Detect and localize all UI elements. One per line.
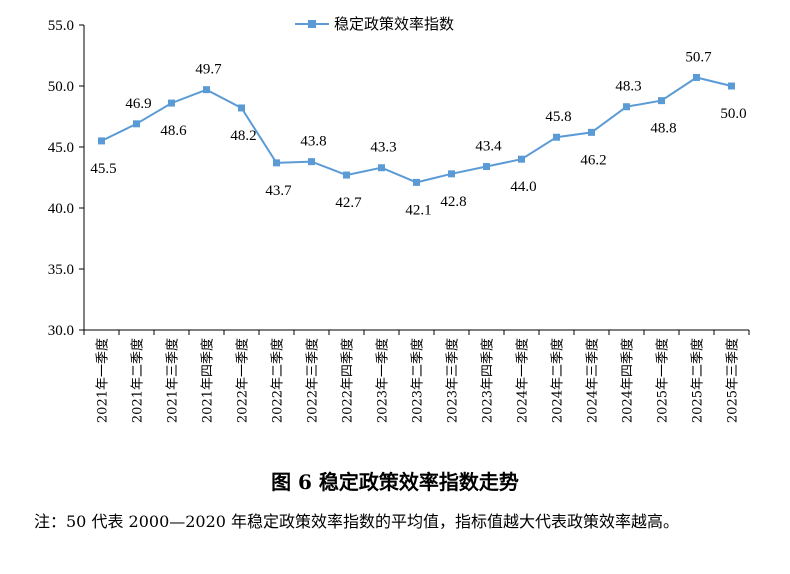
x-tick-label: 2021年一季度 <box>95 338 111 423</box>
x-tick-label: 2022年四季度 <box>340 338 356 423</box>
data-label: 48.6 <box>160 123 187 139</box>
y-ticks: 30.0 35.0 40.0 45.0 50.0 55.0 <box>48 18 84 339</box>
x-tick-label: 2022年二季度 <box>270 338 286 423</box>
y-tick-label: 30.0 <box>48 323 74 339</box>
data-point <box>448 170 455 178</box>
data-label: 42.8 <box>440 194 466 210</box>
data-points <box>98 73 735 186</box>
data-label: 48.2 <box>230 128 256 144</box>
x-tick-label: 2021年四季度 <box>200 338 216 423</box>
data-point <box>98 137 105 145</box>
data-label: 48.3 <box>615 79 641 95</box>
x-tick-label: 2023年三季度 <box>445 338 461 423</box>
data-point <box>728 82 735 90</box>
data-label: 50.7 <box>685 49 712 65</box>
data-point <box>343 171 350 179</box>
legend-label: 稳定政策效率指数 <box>334 15 454 33</box>
data-point <box>133 120 140 128</box>
x-tick-label: 2022年一季度 <box>235 338 251 423</box>
data-point <box>378 164 385 172</box>
y-tick-label: 40.0 <box>48 201 74 217</box>
y-tick-label: 50.0 <box>48 79 74 95</box>
legend: 稳定政策效率指数 <box>295 15 454 33</box>
data-label: 43.3 <box>370 140 396 156</box>
x-tick-label: 2024年四季度 <box>620 338 636 423</box>
data-label: 44.0 <box>510 179 536 195</box>
legend-marker <box>308 20 316 28</box>
data-label: 43.7 <box>265 183 292 199</box>
data-point <box>413 178 420 186</box>
axes <box>83 25 749 331</box>
data-label: 45.8 <box>545 109 571 125</box>
data-point <box>168 99 175 107</box>
x-tick-label: 2021年二季度 <box>130 338 146 423</box>
data-point <box>658 97 665 105</box>
data-point <box>238 104 245 112</box>
data-point <box>518 155 525 163</box>
x-tick-label: 2023年二季度 <box>410 338 426 423</box>
x-tick-label: 2024年一季度 <box>515 338 531 423</box>
x-tick-label: 2023年一季度 <box>375 338 391 423</box>
y-tick-label: 45.0 <box>48 140 74 156</box>
y-tick-label: 55.0 <box>48 18 74 34</box>
x-tick-label: 2023年四季度 <box>480 338 496 423</box>
y-tick-label: 35.0 <box>48 262 74 278</box>
data-point <box>308 158 315 166</box>
x-tick-label: 2024年三季度 <box>585 338 601 423</box>
x-tick-label: 2021年三季度 <box>165 338 181 423</box>
figure-caption: 图 6 稳定政策效率指数走势 <box>271 470 519 494</box>
line-chart: 稳定政策效率指数 30.0 35.0 40.0 45.0 50.0 55.0 2021年一… <box>48 15 750 423</box>
data-point <box>273 159 280 167</box>
data-label: 50.0 <box>720 106 746 122</box>
data-point <box>483 163 490 171</box>
data-label: 46.2 <box>580 152 606 168</box>
data-point <box>588 128 595 136</box>
data-point <box>693 73 700 81</box>
x-tick-label: 2025年一季度 <box>655 338 671 423</box>
data-point <box>553 133 560 141</box>
data-label: 48.8 <box>650 121 676 137</box>
x-tick-label: 2025年二季度 <box>690 338 706 423</box>
data-label: 42.1 <box>405 202 431 218</box>
figure-note: 注：50 代表 2000—2020 年稳定政策效率指数的平均值，指标值越大代表政… <box>34 512 680 531</box>
data-label: 45.5 <box>90 161 116 177</box>
x-ticks: 2021年一季度 2021年二季度 2021年三季度 2021年四季度 2022年一季度… <box>83 330 750 423</box>
data-label: 43.8 <box>300 134 326 150</box>
data-label: 49.7 <box>195 62 222 78</box>
data-labels: 45.5 46.9 48.6 49.7 48.2 43.7 43.8 42.7 43.3 42.1… <box>90 49 746 218</box>
data-label: 43.4 <box>475 139 502 155</box>
data-point <box>623 103 630 111</box>
x-tick-label: 2022年三季度 <box>305 338 321 423</box>
x-tick-label: 2024年二季度 <box>550 338 566 423</box>
data-label: 46.9 <box>125 96 151 112</box>
data-point <box>203 86 210 94</box>
x-tick-label: 2025年三季度 <box>725 338 741 423</box>
data-label: 42.7 <box>335 195 362 211</box>
